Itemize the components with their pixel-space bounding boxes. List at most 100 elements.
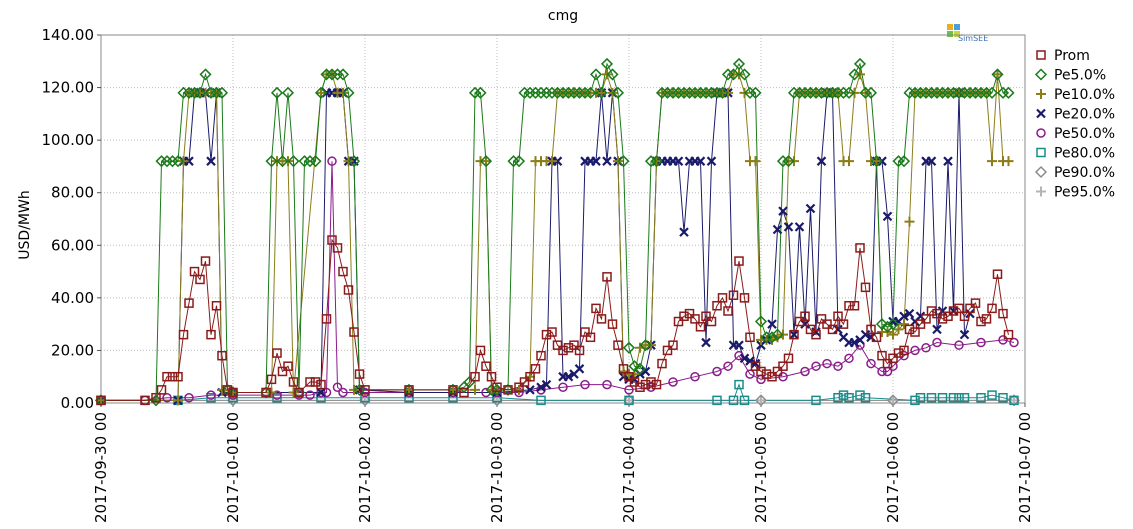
data-point-pe20-0 — [899, 311, 909, 322]
data-point-prom — [503, 385, 513, 395]
y-tick-label: 0.00 — [61, 394, 94, 412]
data-point-prom — [162, 371, 172, 382]
data-point-pe5-0 — [204, 86, 218, 99]
data-point-pe5-0 — [287, 155, 300, 168]
series-markers-pe20-0 — [96, 88, 975, 406]
data-point-pe80-0 — [976, 392, 986, 403]
data-point-pe50-0 — [833, 361, 843, 371]
data-point-pe10-0 — [992, 69, 1003, 80]
data-point-prom — [833, 311, 843, 322]
data-point-prom — [943, 311, 953, 322]
logo-text: SimSEE — [958, 34, 988, 43]
data-point-prom — [844, 300, 854, 311]
data-point-prom — [888, 353, 898, 364]
data-point-pe50-0 — [1009, 337, 1019, 348]
data-point-pe20-0 — [745, 356, 755, 366]
data-point-prom — [673, 316, 684, 327]
data-point-prom — [646, 377, 656, 387]
data-point-prom — [178, 329, 189, 340]
data-point-prom — [893, 348, 904, 358]
data-point-pe5-0 — [155, 155, 168, 168]
logo-square-blue — [954, 24, 960, 30]
data-point-pe10-0 — [871, 156, 882, 167]
data-point-pe50-0 — [602, 379, 612, 390]
data-point-prom — [723, 306, 733, 316]
data-point-pe5-0 — [540, 86, 553, 99]
data-point-pe20-0 — [679, 227, 689, 237]
data-point-pe50-0 — [932, 337, 942, 348]
data-point-pe20-0 — [695, 156, 706, 166]
data-point-pe5-0 — [793, 86, 806, 99]
x-tick-label: 2017-10-02 00 — [356, 412, 374, 523]
data-point-prom — [211, 300, 222, 311]
legend-marker-pe95-0 — [1036, 186, 1046, 197]
data-point-pe5-0 — [331, 68, 344, 81]
data-point-pe80-0 — [915, 392, 926, 403]
data-point-pe5-0 — [573, 86, 586, 99]
data-point-pe80-0 — [844, 392, 854, 403]
data-point-pe10-0 — [316, 87, 326, 98]
data-point-pe5-0 — [182, 86, 196, 99]
data-point-pe5-0 — [347, 155, 361, 168]
data-point-pe80-0 — [860, 392, 871, 403]
data-point-pe5-0 — [897, 155, 911, 168]
data-point-pe5-0 — [622, 341, 636, 354]
data-point-pe50-0 — [921, 343, 931, 353]
data-point-prom — [992, 269, 1003, 279]
data-point-prom — [514, 382, 524, 392]
data-point-pe5-0 — [980, 86, 993, 99]
data-point-pe5-0 — [314, 86, 328, 99]
data-point-prom — [217, 350, 227, 361]
data-point-prom — [800, 311, 810, 322]
data-point-pe5-0 — [985, 86, 999, 99]
data-point-prom — [668, 340, 678, 350]
legend-label-pe20-0: Pe20.0% — [1054, 107, 1115, 123]
data-point-prom — [882, 358, 893, 369]
data-point-prom — [651, 379, 662, 390]
data-point-prom — [189, 266, 200, 277]
legend-label-pe10-0: Pe10.0% — [1054, 87, 1115, 103]
data-point-pe5-0 — [853, 57, 867, 70]
logo-square-green — [947, 31, 953, 37]
data-point-pe80-0 — [926, 392, 937, 403]
data-point-pe5-0 — [925, 86, 938, 99]
data-point-pe50-0 — [305, 390, 315, 400]
data-point-pe50-0 — [624, 385, 634, 395]
data-point-pe5-0 — [826, 86, 839, 99]
data-point-pe5-0 — [655, 86, 669, 99]
data-point-pe5-0 — [870, 155, 883, 168]
data-point-pe50-0 — [206, 390, 216, 400]
data-point-pe5-0 — [892, 155, 905, 168]
data-point-pe10-0 — [173, 395, 183, 406]
data-point-pe80-0 — [206, 392, 216, 403]
series-markers-pe50-0 — [96, 156, 1019, 406]
data-point-pe20-0 — [849, 337, 860, 348]
data-point-prom — [739, 293, 750, 303]
data-point-prom — [811, 329, 821, 340]
data-point-pe50-0 — [580, 379, 590, 390]
data-point-pe50-0 — [998, 335, 1008, 345]
data-point-pe20-0 — [965, 308, 975, 319]
data-point-pe5-0 — [166, 155, 179, 168]
legend-marker-pe50-0 — [1036, 128, 1046, 138]
data-point-prom — [558, 345, 568, 356]
data-point-pe5-0 — [1002, 86, 1015, 99]
data-point-prom — [492, 382, 502, 392]
data-point-pe5-0 — [556, 86, 570, 99]
data-point-pe5-0 — [936, 86, 949, 99]
data-point-pe5-0 — [710, 86, 724, 99]
data-point-pe5-0 — [727, 68, 740, 81]
data-point-prom — [926, 306, 937, 316]
legend-label-pe50-0: Pe50.0% — [1054, 126, 1115, 142]
data-point-prom — [349, 327, 359, 337]
data-point-pe5-0 — [628, 360, 641, 373]
x-tick-label: 2017-10-04 00 — [620, 412, 638, 523]
data-point-prom — [838, 319, 849, 329]
data-point-pe50-0 — [811, 361, 821, 371]
data-point-prom — [602, 272, 612, 282]
data-point-pe5-0 — [842, 86, 856, 99]
data-point-pe10-0 — [596, 87, 607, 98]
y-tick-label: 40.00 — [51, 289, 94, 307]
data-point-pe80-0 — [536, 395, 546, 406]
data-point-pe5-0 — [864, 86, 878, 99]
